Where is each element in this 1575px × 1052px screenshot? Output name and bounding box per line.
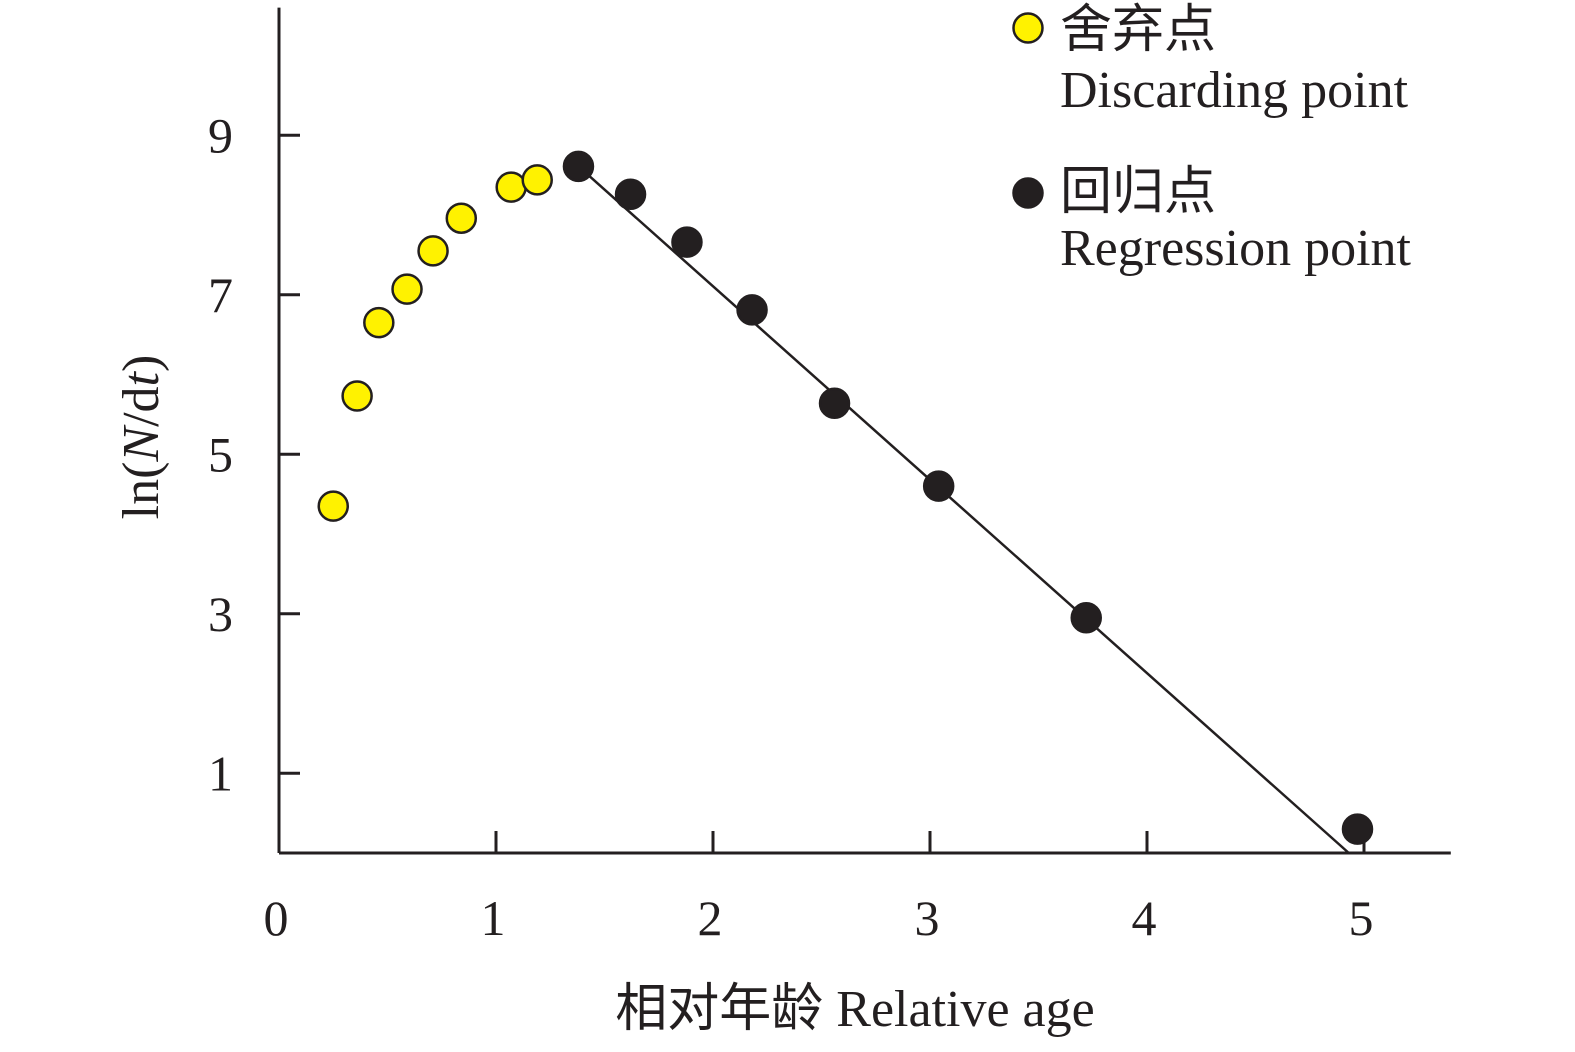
- y-axis-label-part: N: [113, 424, 170, 463]
- legend-label-en: Regression point: [1060, 220, 1412, 277]
- x-tick-label: 5: [1349, 890, 1374, 946]
- discarding-point: [445, 202, 478, 234]
- regression-point: [614, 178, 647, 211]
- discarding-point: [521, 164, 553, 196]
- legend-marker-discarding: [1012, 12, 1044, 44]
- legend-label-zh: 舍弃点: [1060, 2, 1216, 59]
- discarding-point: [495, 171, 527, 203]
- discarding-point: [417, 235, 449, 267]
- y-tick-label: 3: [208, 586, 233, 642]
- x-tick-label: 2: [698, 890, 723, 946]
- regression-point: [562, 150, 595, 183]
- legend-label-en: Discarding point: [1060, 62, 1409, 119]
- x-tick-label: 4: [1132, 890, 1157, 946]
- y-tick-label: 5: [208, 426, 233, 482]
- legend-item-regression: 回归点 Regression point: [1012, 164, 1412, 277]
- x-tick-label: 1: [481, 890, 506, 946]
- axes: 0 1 2 3 4 5 1 3 5 7 9: [208, 7, 1451, 946]
- y-tick-label: 1: [208, 745, 233, 801]
- y-axis-label-part: ln(: [113, 462, 170, 520]
- y-axis-label-part: /d: [113, 386, 170, 426]
- discarding-point: [391, 273, 423, 305]
- legend: 舍弃点 Discarding point 回归点 Regression poin…: [1012, 2, 1412, 277]
- legend-marker-regression: [1012, 177, 1044, 209]
- y-axis-label-part: t: [113, 370, 170, 386]
- y-tick-label: 7: [208, 267, 233, 323]
- regression-line: [577, 165, 1350, 854]
- legend-label-zh: 回归点: [1060, 164, 1216, 221]
- regression-point: [1341, 813, 1374, 845]
- regression-point: [1070, 601, 1102, 634]
- legend-item-discarding: 舍弃点 Discarding point: [1012, 2, 1409, 119]
- discarding-point: [317, 490, 349, 522]
- y-axis-label-part: ): [113, 355, 170, 372]
- discarding-point: [363, 306, 395, 339]
- x-tick-label: 3: [915, 890, 940, 946]
- fit-layer: [577, 165, 1350, 854]
- x-axis-label: 相对年龄 Relative age: [615, 981, 1094, 1038]
- data-points: [317, 150, 1374, 845]
- regression-point: [922, 470, 955, 502]
- regression-point: [736, 294, 768, 326]
- regression-point: [671, 226, 703, 258]
- x-tick-label: 0: [264, 890, 289, 946]
- discarding-point: [341, 380, 373, 412]
- y-tick-label: 9: [208, 107, 233, 163]
- y-axis-label: ln(N/dt): [113, 355, 170, 520]
- regression-point: [818, 387, 851, 419]
